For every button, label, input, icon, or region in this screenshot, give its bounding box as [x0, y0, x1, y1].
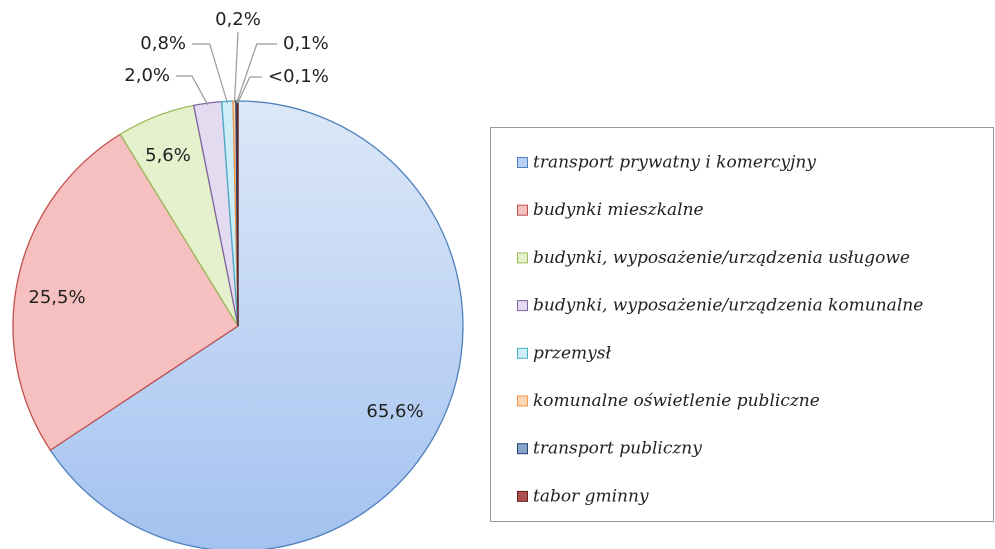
- data-label: 65,6%: [366, 401, 423, 422]
- legend-label: tabor gminny: [533, 486, 649, 506]
- legend-swatch: [517, 204, 528, 216]
- pie-slice: [236, 100, 239, 327]
- legend-label: transport publiczny: [533, 439, 702, 459]
- legend-swatch: [517, 347, 528, 359]
- legend-label: przemysł: [533, 343, 611, 363]
- legend-swatch: [517, 300, 528, 312]
- leader-line: [236, 43, 277, 104]
- leader-line: [176, 75, 209, 106]
- data-label: 0,2%: [215, 9, 261, 30]
- legend-swatch: [517, 443, 528, 455]
- legend-box: [490, 127, 994, 522]
- leader-line: [237, 76, 262, 104]
- data-label: 0,8%: [140, 33, 186, 54]
- data-label: 0,1%: [283, 33, 329, 54]
- legend-swatch: [517, 395, 528, 407]
- pie-slice: [12, 133, 239, 452]
- data-label: 2,0%: [124, 65, 170, 86]
- legend-swatch: [517, 252, 528, 264]
- leader-line: [233, 31, 239, 104]
- data-label: 5,6%: [145, 145, 191, 166]
- pie-slice: [49, 100, 464, 549]
- legend-label: budynki mieszkalne: [533, 200, 704, 220]
- legend-label: budynki, wyposażenie/urządzenia komunaln…: [533, 296, 923, 316]
- legend-label: komunalne oświetlenie publiczne: [533, 391, 820, 411]
- legend-label: budynki, wyposażenie/urządzenia usługowe: [533, 248, 910, 268]
- leader-line: [192, 43, 229, 104]
- legend-swatch: [517, 157, 528, 168]
- legend-label: transport prywatny i komercyjny: [533, 153, 816, 173]
- data-label: <0,1%: [268, 66, 329, 87]
- legend-swatch: [517, 490, 528, 502]
- data-label: 25,5%: [28, 287, 85, 308]
